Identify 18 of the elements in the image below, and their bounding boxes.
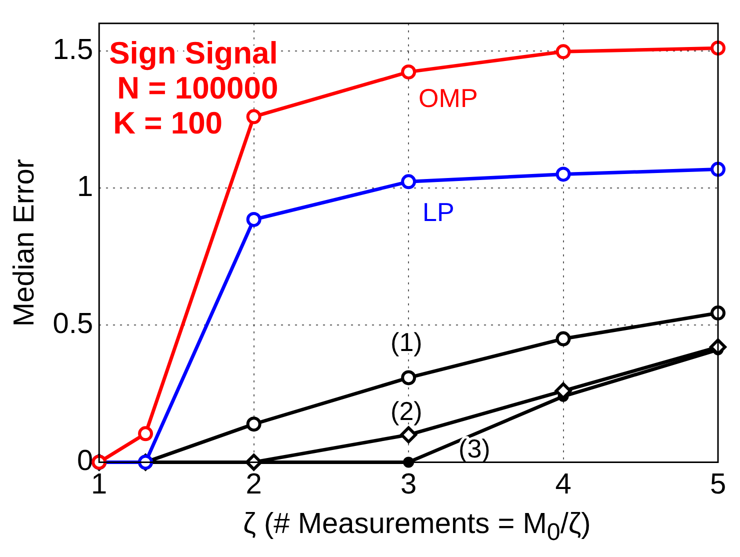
series-label: (3) — [458, 433, 490, 464]
y-tick-label: 0.5 — [52, 308, 94, 340]
x-tick-label: 5 — [710, 468, 726, 501]
x-tick-label: 2 — [246, 468, 262, 501]
y-tick-label: 0 — [76, 445, 94, 478]
annotation: K = 100 — [113, 105, 223, 140]
y-tick-label: 1 — [76, 170, 94, 203]
series-label: LP — [422, 196, 454, 227]
x-tick-label: 3 — [400, 468, 417, 501]
series-label: (2) — [390, 396, 422, 426]
series-label: OMP — [418, 83, 478, 114]
annotation: N = 100000 — [117, 70, 278, 106]
annotation: Sign Signal — [109, 35, 278, 70]
x-axis-title: ζ (# Measurements = M$_{0}$/ζ) — [242, 508, 592, 547]
series-label: (1) — [390, 326, 422, 357]
x-tick-label: 4 — [555, 468, 572, 501]
y-axis-title: Median Error — [8, 158, 40, 327]
y-tick-label: 1.5 — [52, 34, 94, 66]
